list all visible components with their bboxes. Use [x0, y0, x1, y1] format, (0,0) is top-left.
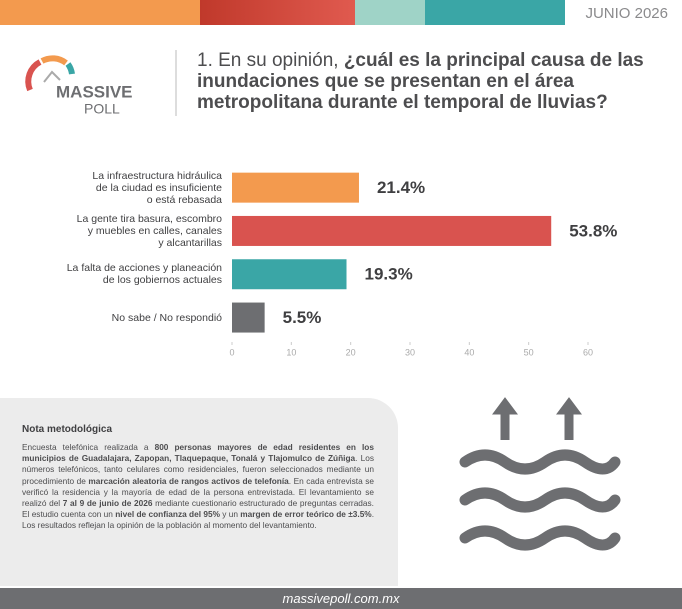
top-band — [200, 0, 355, 25]
bar — [232, 302, 265, 333]
question-text: inundaciones que se presentan en el área — [197, 71, 574, 92]
question: 1. En su opinión, ¿cuál es la principal … — [197, 50, 667, 113]
note-segment: mediante cuestionario estructurado de pr… — [22, 498, 374, 520]
note-segment: 7 al 9 de junio de 2026 — [62, 498, 153, 509]
note-segment: Encuesta telefónica realizada a — [22, 442, 155, 452]
x-tick-label: 30 — [405, 347, 415, 357]
note-segment: marcación aleatoria de rangos activos de… — [88, 475, 289, 486]
note-segment: nivel de confianza del 95% — [115, 509, 220, 520]
category-label: La gente tira basura, escombro y muebles… — [76, 212, 222, 249]
logo-sub: POLL — [84, 101, 120, 117]
note-title: Nota metodológica — [22, 424, 113, 435]
category-label: No sabe / No respondió — [111, 311, 222, 324]
note-text: Encuesta telefónica realizada a 800 pers… — [22, 442, 374, 532]
value-label: 53.8% — [569, 221, 617, 240]
question-text: 1. En su opinión, — [197, 50, 344, 71]
flood-icon — [459, 397, 621, 551]
logo-name: MASSIVE — [56, 82, 133, 101]
note-segment: y un — [219, 509, 241, 520]
value-label: 5.5% — [283, 308, 322, 327]
x-tick-label: 60 — [583, 347, 593, 357]
question-line: metropolitana durante el temporal de llu… — [197, 92, 667, 113]
note-segment: . Los resultados reflejan la opinión de … — [22, 509, 375, 531]
note-segment: . En cada entrevista se verificó la resi… — [22, 475, 374, 509]
bar — [232, 172, 359, 203]
x-tick-label: 40 — [464, 347, 474, 357]
value-label: 19.3% — [365, 265, 413, 284]
x-tick-label: 20 — [346, 347, 356, 357]
question-line: 1. En su opinión, ¿cuál es la principal … — [197, 50, 667, 71]
date: JUNIO 2026 — [585, 5, 668, 22]
top-band — [355, 0, 425, 25]
top-band — [425, 0, 565, 25]
logo — [25, 55, 75, 92]
note-segment: margen de error teórico de ±3.5% — [240, 509, 372, 520]
category-label: La falta de acciones y planeación de los… — [66, 262, 222, 287]
x-tick-label: 10 — [286, 347, 296, 357]
note-segment: . Los números telefónicos, tanto celular… — [22, 453, 374, 486]
bar — [232, 215, 552, 246]
question-text: metropolitana durante el temporal de llu… — [197, 92, 608, 113]
question-line: inundaciones que se presentan en el área — [197, 71, 667, 92]
top-band — [0, 0, 200, 25]
note-segment: 800 personas mayores de edad residentes … — [22, 442, 374, 464]
x-tick-label: 0 — [229, 347, 234, 357]
note: Nota metodológica Encuesta telefónica re… — [0, 398, 398, 586]
question-text: ¿cuál es la principal causa de las — [343, 50, 644, 71]
plot: 0 10 20 30 40 50 60 21.4% 53.8% 19.3% 5.5% — [229, 172, 617, 357]
category-label: La infraestructura hidráulica de la ciud… — [92, 169, 222, 206]
x-tick-label: 50 — [524, 347, 534, 357]
bar — [232, 259, 347, 290]
value-label: 21.4% — [377, 178, 425, 197]
footer: massivepoll.com.mx — [0, 588, 682, 609]
